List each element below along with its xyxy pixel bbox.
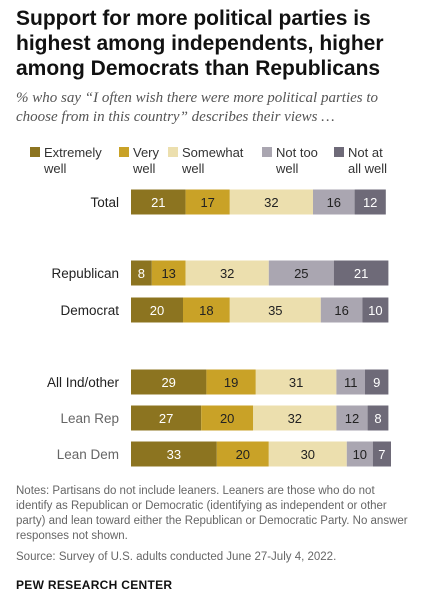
notes-text: Notes: Partisans do not include leaners.… (16, 485, 408, 542)
bar-all-ind-other-not-at-all-well (365, 369, 389, 395)
row-label-lean-rep: Lean Rep (60, 411, 119, 426)
bar-value-lean-rep-extremely-well: 27 (159, 411, 173, 426)
bar-value-lean-rep-not-too-well: 12 (345, 411, 359, 426)
bar-value-lean-dem-not-at-all-well: 7 (378, 447, 385, 462)
bar-all-ind-other-extremely-well (131, 369, 207, 395)
bar-lean-rep-somewhat-well (253, 405, 337, 431)
bar-all-ind-other-very-well (206, 369, 256, 395)
bar-value-republican-not-too-well: 25 (294, 266, 308, 281)
legend-item-extremely-well: Extremely well (30, 145, 102, 177)
bar-value-all-ind-other-extremely-well: 29 (161, 375, 175, 390)
stacked-bar-chart: Total 21 17 32 16 12 Republican 8 13 32 25 21 Democr… (47, 189, 391, 467)
bar-value-democrat-not-too-well: 16 (334, 303, 348, 318)
bar-republican-not-too-well (268, 260, 334, 286)
bar-value-all-ind-other-not-too-well: 11 (344, 375, 358, 390)
bar-total-not-too-well (313, 189, 355, 215)
bar-value-democrat-not-at-all-well: 10 (368, 303, 382, 318)
bar-value-all-ind-other-very-well: 19 (224, 375, 238, 390)
chart-subtitle: % who say “I often wish there were more … (16, 90, 379, 125)
legend-item-very-well: Very well (119, 145, 159, 177)
row-label-democrat: Democrat (60, 303, 119, 318)
bar-republican-somewhat-well (185, 260, 269, 286)
bar-value-democrat-very-well: 18 (199, 303, 213, 318)
row-label-republican: Republican (51, 266, 119, 281)
row-label-all-ind-other: All Ind/other (47, 375, 120, 390)
legend-item-not-at-all-well: Not at all well (334, 145, 387, 177)
bar-republican-extremely-well (131, 260, 152, 286)
bar-total-very-well (185, 189, 230, 215)
bar-all-ind-other-not-too-well (336, 369, 365, 395)
bar-total-somewhat-well (229, 189, 313, 215)
bar-value-republican-very-well: 13 (161, 266, 175, 281)
legend-swatch-not-too-well (262, 147, 272, 157)
bar-value-lean-dem-very-well: 20 (236, 447, 250, 462)
bar-value-all-ind-other-not-at-all-well: 9 (373, 375, 380, 390)
bar-value-democrat-somewhat-well: 35 (268, 303, 282, 318)
bar-value-total-very-well: 17 (200, 195, 214, 210)
legend-item-somewhat-well: Somewhat well (168, 145, 243, 177)
row-label-lean-dem: Lean Dem (57, 447, 119, 462)
bar-value-total-not-at-all-well: 12 (363, 195, 377, 210)
bar-lean-rep-not-at-all-well (367, 405, 389, 431)
legend-label-very-well: Very well (133, 145, 160, 176)
bar-value-all-ind-other-somewhat-well: 31 (289, 375, 303, 390)
bar-lean-dem-not-at-all-well (372, 441, 391, 467)
legend-swatch-not-at-all-well (334, 147, 344, 157)
bar-lean-rep-not-too-well (336, 405, 368, 431)
bar-value-republican-extremely-well: 8 (138, 266, 145, 281)
bar-democrat-very-well (183, 297, 230, 323)
bar-value-republican-not-at-all-well: 21 (354, 266, 368, 281)
bar-lean-dem-extremely-well (131, 441, 217, 467)
bar-value-lean-dem-not-too-well: 10 (353, 447, 367, 462)
bar-value-lean-rep-not-at-all-well: 8 (374, 411, 381, 426)
chart-notes: Notes: Partisans do not include leaners.… (16, 484, 411, 544)
legend-label-somewhat-well: Somewhat well (182, 145, 244, 176)
bar-value-lean-dem-extremely-well: 33 (167, 447, 181, 462)
bar-lean-dem-somewhat-well (268, 441, 347, 467)
bar-value-lean-dem-somewhat-well: 30 (301, 447, 315, 462)
organization-name: PEW RESEARCH CENTER (16, 578, 173, 592)
bar-value-lean-rep-somewhat-well: 32 (288, 411, 302, 426)
bar-value-total-somewhat-well: 32 (264, 195, 278, 210)
legend-swatch-extremely-well (30, 147, 40, 157)
bar-value-total-extremely-well: 21 (151, 195, 165, 210)
legend-label-not-too-well: Not too well (276, 145, 318, 176)
row-label-total: Total (90, 195, 119, 210)
legend-label-not-at-all-well: Not at all well (348, 145, 388, 176)
bar-democrat-somewhat-well (229, 297, 321, 323)
bar-lean-rep-extremely-well (131, 405, 202, 431)
bar-value-democrat-extremely-well: 20 (150, 303, 164, 318)
bar-total-not-at-all-well (354, 189, 386, 215)
bar-democrat-not-too-well (320, 297, 363, 323)
bar-value-republican-somewhat-well: 32 (220, 266, 234, 281)
bar-democrat-extremely-well (131, 297, 183, 323)
bar-lean-dem-not-too-well (346, 441, 373, 467)
bar-value-total-not-too-well: 16 (327, 195, 341, 210)
bar-republican-not-at-all-well (333, 260, 389, 286)
bar-republican-very-well (151, 260, 186, 286)
chart-title: Support for more political parties is hi… (16, 7, 384, 80)
legend-item-not-too-well: Not too well (262, 145, 318, 177)
source-text: Source: Survey of U.S. adults conducted … (16, 551, 337, 563)
bar-lean-rep-very-well (201, 405, 254, 431)
bar-total-extremely-well (131, 189, 186, 215)
bar-value-lean-rep-very-well: 20 (220, 411, 234, 426)
legend-label-extremely-well: Extremely well (44, 145, 102, 176)
bar-all-ind-other-somewhat-well (255, 369, 337, 395)
bar-democrat-not-at-all-well (362, 297, 389, 323)
bar-lean-dem-very-well (216, 441, 269, 467)
legend-swatch-very-well (119, 147, 129, 157)
legend-swatch-somewhat-well (168, 147, 178, 157)
